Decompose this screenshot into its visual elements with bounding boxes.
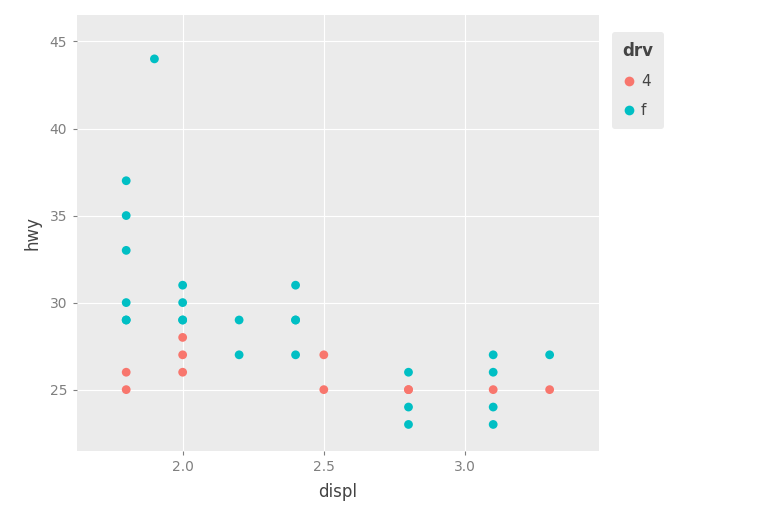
Point <box>177 316 189 324</box>
Point <box>487 368 499 376</box>
Point <box>402 420 415 429</box>
Point <box>402 368 415 376</box>
Point <box>290 281 302 289</box>
Point <box>177 368 189 376</box>
Point <box>487 351 499 359</box>
Point <box>290 351 302 359</box>
Point <box>402 403 415 411</box>
Point <box>402 386 415 394</box>
Point <box>487 403 499 411</box>
Point <box>177 281 189 289</box>
Point <box>120 177 132 185</box>
X-axis label: displ: displ <box>319 483 357 501</box>
Point <box>177 333 189 342</box>
Legend: 4, f: 4, f <box>612 32 664 129</box>
Point <box>120 368 132 376</box>
Point <box>120 246 132 254</box>
Point <box>120 298 132 307</box>
Point <box>402 386 415 394</box>
Point <box>233 351 245 359</box>
Point <box>120 386 132 394</box>
Point <box>544 351 556 359</box>
Point <box>290 316 302 324</box>
Point <box>290 316 302 324</box>
Point <box>487 386 499 394</box>
Point <box>177 316 189 324</box>
Point <box>318 351 330 359</box>
Point <box>120 316 132 324</box>
Point <box>177 298 189 307</box>
Point <box>487 420 499 429</box>
Point <box>120 316 132 324</box>
Point <box>177 351 189 359</box>
Point <box>148 55 161 63</box>
Y-axis label: hwy: hwy <box>23 216 41 250</box>
Point <box>544 386 556 394</box>
Point <box>318 386 330 394</box>
Point <box>233 316 245 324</box>
Point <box>120 211 132 220</box>
